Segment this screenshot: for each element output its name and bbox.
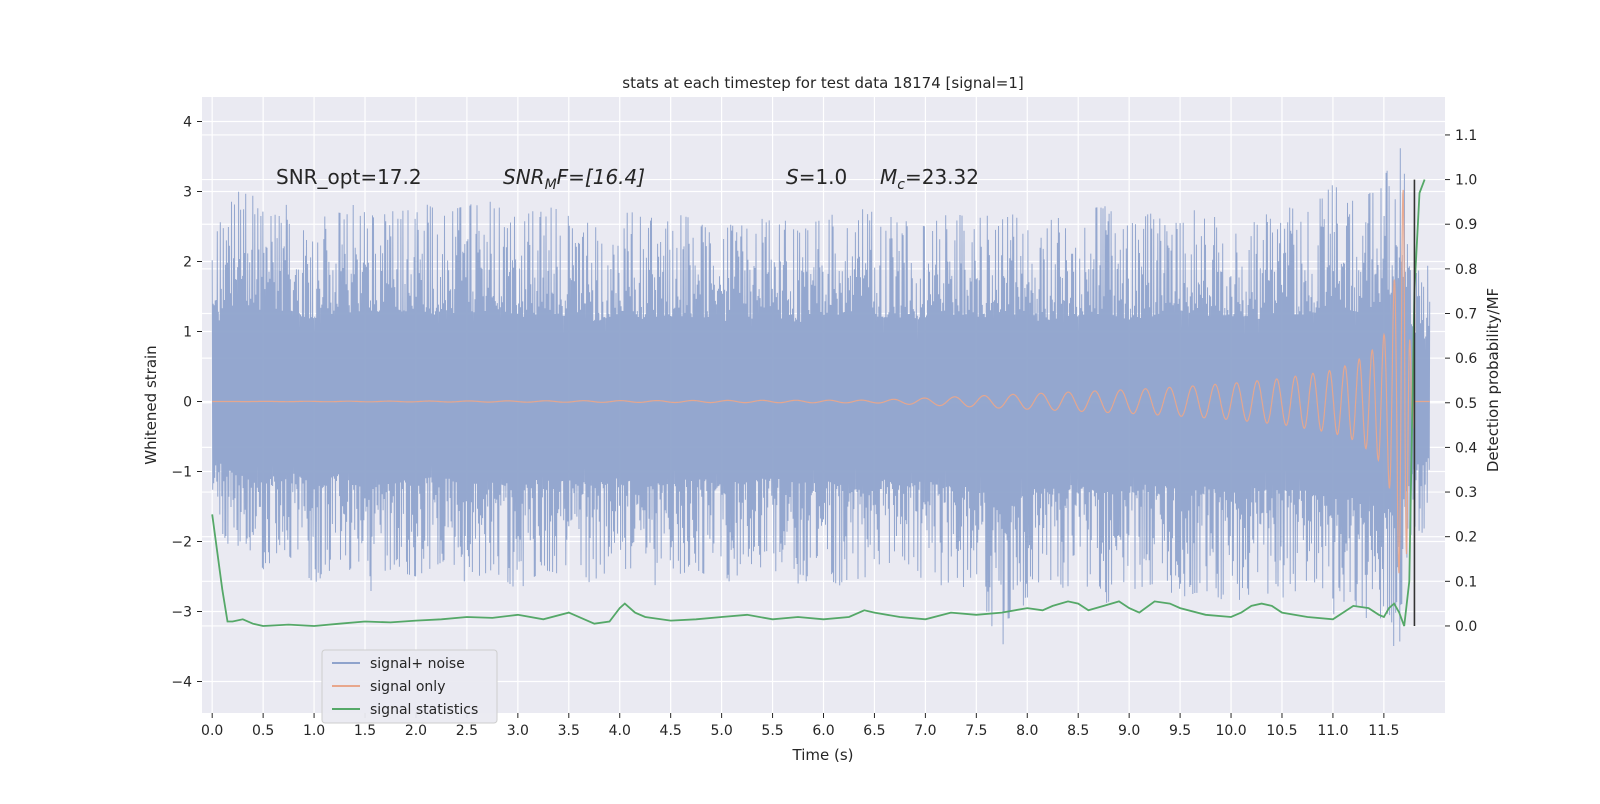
- x-tick-label: 2.5: [456, 723, 478, 739]
- x-tick-label: 6.5: [863, 723, 885, 739]
- x-tick-label: 6.0: [812, 723, 834, 739]
- left-y-tick-label: 1: [183, 325, 192, 341]
- right-y-tick-label: 0.7: [1455, 306, 1477, 322]
- x-tick-label: 5.0: [710, 723, 732, 739]
- annotation-mc: Mc=23.32: [880, 165, 979, 193]
- annotation-s-base: S: [786, 165, 799, 189]
- x-axis-label: Time (s): [792, 746, 854, 764]
- left-y-tick-label: −3: [171, 605, 192, 621]
- x-tick-label: 7.0: [914, 723, 936, 739]
- right-y-tick-label: 0.5: [1455, 396, 1477, 412]
- annotation-s: S=1.0: [786, 165, 847, 189]
- annotation-mc-sub: c: [897, 177, 905, 193]
- legend: signal+ noise signal only signal statist…: [321, 649, 498, 724]
- right-y-tick-label: 0.0: [1455, 619, 1477, 635]
- x-tick-label: 8.5: [1067, 723, 1089, 739]
- series-signal-only-line: [212, 189, 1430, 574]
- right-y-tick-label: 0.4: [1455, 440, 1477, 456]
- right-y-tick-label: 0.8: [1455, 262, 1477, 278]
- x-tick-label: 9.0: [1118, 723, 1140, 739]
- x-tick-label: 11.0: [1317, 723, 1348, 739]
- left-y-tick-label: −4: [171, 675, 192, 691]
- right-y-tick-label: 1.1: [1455, 128, 1477, 144]
- right-y-tick-label: 0.2: [1455, 530, 1477, 546]
- right-y-tick-label: 0.3: [1455, 485, 1477, 501]
- left-y-tick-label: 4: [183, 115, 192, 131]
- annotation-snr-mf-rest: F=[16.4]: [557, 165, 645, 189]
- x-tick-label: 4.5: [660, 723, 682, 739]
- annotation-snr-opt: SNR_opt=17.2: [276, 165, 422, 189]
- x-tick-label: 2.0: [405, 723, 427, 739]
- right-y-tick-label: 1.0: [1455, 173, 1477, 189]
- chart-title: stats at each timestep for test data 181…: [622, 74, 1023, 92]
- x-axis: 0.0 0.5 1.0 1.5 2.0 2.5 3.0 3.5 4.0 4.5 5.0 5.5 6.0 6…: [201, 713, 1399, 739]
- x-tick-label: 9.5: [1169, 723, 1191, 739]
- x-tick-label: 4.0: [609, 723, 631, 739]
- x-tick-label: 10.0: [1215, 723, 1246, 739]
- right-y-tick-label: 0.1: [1455, 574, 1477, 590]
- legend-label-signal-statistics: signal statistics: [370, 702, 478, 718]
- left-y-tick-label: 2: [183, 255, 192, 271]
- right-y-tick-label: 0.6: [1455, 351, 1477, 367]
- series-layer: [211, 148, 1431, 647]
- x-tick-label: 3.5: [558, 723, 580, 739]
- x-tick-label: 3.0: [507, 723, 529, 739]
- annotation-mc-rest: =23.32: [905, 165, 979, 189]
- series-signal-statistics-line: [211, 179, 1426, 627]
- series-signal-noise-line: [211, 148, 1431, 647]
- left-y-tick-label: −2: [171, 535, 192, 551]
- left-y-tick-label: −1: [171, 465, 192, 481]
- right-y-axis: 1.1 1.0 0.9 0.8 0.7 0.6 0.5 0.4 0.3 0.2 0.1 0.0: [1445, 128, 1477, 635]
- x-tick-label: 0.0: [201, 723, 223, 739]
- x-tick-label: 11.5: [1368, 723, 1399, 739]
- legend-box: [321, 649, 498, 724]
- x-tick-label: 0.5: [252, 723, 274, 739]
- x-tick-label: 8.0: [1016, 723, 1038, 739]
- legend-label-signal-noise: signal+ noise: [370, 656, 465, 672]
- x-tick-label: 7.5: [965, 723, 987, 739]
- annotation-snr-mf: SNRMF=[16.4]: [503, 165, 645, 193]
- x-tick-label: 5.5: [761, 723, 783, 739]
- left-y-axis: 4 3 2 1 0 −1 −2 −3 −4: [171, 115, 202, 691]
- annotation-snr-mf-sub: M: [545, 177, 557, 193]
- annotation-snr-mf-base: SNR: [503, 165, 545, 189]
- x-tick-label: 1.0: [303, 723, 325, 739]
- annotation-s-rest: =1.0: [799, 165, 848, 189]
- right-y-axis-label: Detection probability/MF: [1484, 288, 1502, 472]
- x-tick-label: 10.5: [1266, 723, 1297, 739]
- left-y-tick-label: 3: [183, 185, 192, 201]
- legend-label-signal-only: signal only: [370, 679, 445, 695]
- left-y-tick-label: 0: [183, 395, 192, 411]
- annotation-mc-base: M: [880, 165, 897, 189]
- x-tick-label: 1.5: [354, 723, 376, 739]
- left-y-axis-label: Whitened strain: [142, 345, 160, 464]
- right-y-tick-label: 0.9: [1455, 217, 1477, 233]
